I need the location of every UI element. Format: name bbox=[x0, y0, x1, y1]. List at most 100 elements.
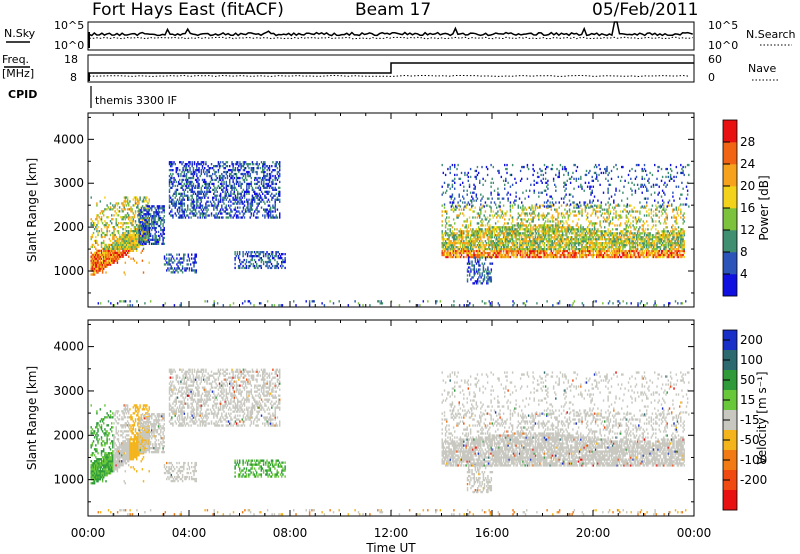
power-cell bbox=[447, 242, 449, 245]
power-cell bbox=[482, 232, 484, 235]
power-cell bbox=[241, 182, 243, 186]
power-cell bbox=[235, 176, 238, 180]
power-cell bbox=[566, 226, 568, 229]
power-cell bbox=[534, 240, 537, 243]
power-cell bbox=[479, 230, 481, 233]
power-cell bbox=[516, 218, 518, 221]
power-cell bbox=[201, 216, 204, 219]
power-cell bbox=[610, 232, 613, 235]
power-cell bbox=[237, 198, 239, 201]
power-cell bbox=[230, 216, 232, 219]
power-cell bbox=[215, 188, 217, 191]
power-cell bbox=[604, 212, 606, 215]
power-cell bbox=[566, 230, 568, 233]
power-cell bbox=[93, 261, 96, 264]
power-cell bbox=[242, 161, 245, 164]
power-cell bbox=[268, 253, 270, 256]
power-cell bbox=[213, 165, 215, 168]
power-cell bbox=[122, 243, 124, 247]
power-cell bbox=[459, 228, 462, 231]
power-cell bbox=[258, 253, 260, 256]
power-cell bbox=[179, 192, 181, 195]
power-cell bbox=[576, 230, 579, 233]
power-cell bbox=[239, 192, 241, 195]
power-cell bbox=[535, 228, 538, 231]
power-cell bbox=[144, 226, 146, 230]
power-cell bbox=[185, 169, 188, 172]
power-cell bbox=[235, 178, 238, 182]
power-cell bbox=[586, 216, 589, 219]
power-cell bbox=[109, 220, 112, 223]
power-cell bbox=[465, 230, 467, 233]
power-cell bbox=[514, 244, 516, 247]
power-cell bbox=[565, 204, 567, 207]
power-cell bbox=[129, 216, 131, 219]
power-cell bbox=[154, 211, 156, 214]
power-cell bbox=[126, 231, 129, 235]
power-cell bbox=[207, 200, 209, 203]
power-cell bbox=[97, 261, 99, 264]
power-cell bbox=[202, 194, 205, 197]
power-cell bbox=[200, 208, 203, 211]
power-cell bbox=[172, 182, 174, 186]
power-cell bbox=[120, 241, 122, 245]
power-cell bbox=[496, 238, 498, 241]
power-cell bbox=[243, 172, 246, 176]
power-cell bbox=[242, 253, 244, 256]
power-cell bbox=[607, 230, 609, 233]
power-cell bbox=[153, 221, 155, 224]
power-cell bbox=[546, 214, 548, 217]
power-cell bbox=[138, 221, 140, 224]
power-cell bbox=[133, 245, 136, 249]
power-cell bbox=[105, 257, 107, 260]
power-cell bbox=[559, 248, 562, 251]
power-cell bbox=[543, 238, 546, 241]
power-cell bbox=[232, 180, 234, 184]
power-cell bbox=[561, 236, 564, 239]
power-cell bbox=[169, 263, 171, 266]
power-cell bbox=[124, 214, 127, 217]
power-cell bbox=[188, 257, 191, 260]
power-cell bbox=[565, 246, 567, 249]
power-cell bbox=[124, 233, 127, 237]
power-cell bbox=[510, 238, 513, 241]
power-cell bbox=[505, 255, 507, 259]
power-cell bbox=[492, 230, 495, 233]
power-cell bbox=[600, 234, 603, 237]
power-cell bbox=[581, 240, 583, 243]
power-cell bbox=[534, 248, 537, 251]
power-cell bbox=[129, 220, 131, 223]
power-cell bbox=[171, 210, 173, 213]
power-cell bbox=[100, 263, 103, 266]
power-cell bbox=[93, 224, 96, 227]
power-cell bbox=[480, 246, 482, 249]
power-cell bbox=[556, 253, 558, 257]
power-cell bbox=[530, 230, 532, 233]
power-cell bbox=[169, 210, 172, 213]
power-cell bbox=[550, 240, 553, 243]
power-cell bbox=[567, 240, 570, 243]
power-cell bbox=[184, 194, 187, 197]
power-cell bbox=[497, 246, 499, 249]
power-cell bbox=[106, 255, 108, 258]
power-cell bbox=[134, 212, 137, 215]
power-cell bbox=[516, 249, 518, 253]
power-cell bbox=[490, 242, 492, 245]
power-cell bbox=[252, 196, 255, 199]
power-cell bbox=[510, 216, 513, 219]
power-cell bbox=[138, 202, 140, 205]
power-cell bbox=[92, 271, 95, 274]
power-cell bbox=[466, 230, 468, 233]
power-cell bbox=[265, 182, 267, 186]
power-cell bbox=[272, 182, 274, 186]
power-cell bbox=[475, 246, 478, 249]
power-cell bbox=[486, 230, 489, 233]
power-cell bbox=[188, 196, 190, 199]
power-cell bbox=[457, 234, 459, 237]
power-cell bbox=[143, 240, 145, 243]
power-cell bbox=[242, 172, 245, 176]
power-cell bbox=[134, 198, 137, 201]
power-cell bbox=[462, 232, 464, 235]
power-cell bbox=[131, 239, 133, 243]
power-cell bbox=[126, 216, 129, 219]
